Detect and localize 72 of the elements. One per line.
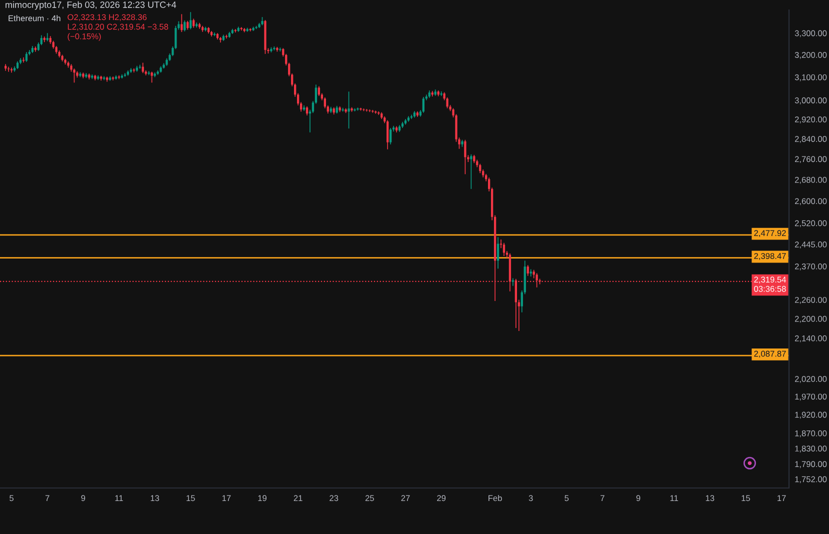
candlestick	[464, 139, 466, 175]
candlestick	[234, 28, 236, 33]
chart-title: Ethereum · 4h	[8, 15, 60, 22]
x-tick-label: 7	[600, 495, 604, 501]
candlestick	[184, 20, 186, 32]
x-tick-label: 5	[10, 495, 14, 502]
y-tick-label: 3,300.00	[794, 30, 827, 38]
x-tick-label: 23	[330, 495, 338, 502]
candlestick	[180, 14, 183, 32]
candlestick	[73, 68, 76, 84]
x-tick-label: 5	[564, 495, 569, 502]
candlestick	[526, 264, 529, 276]
x-tick-label: 3	[528, 495, 533, 502]
x-tick-label: 25	[365, 495, 374, 502]
y-tick-label: 3,100.00	[794, 74, 827, 82]
x-tick-label: 29	[437, 495, 446, 502]
y-tick-label: 2,020.00	[794, 376, 827, 383]
candlestick	[502, 242, 506, 256]
y-tick-label: 2,680.00	[794, 176, 827, 184]
x-tick-label: 17	[778, 495, 786, 501]
candlestick	[150, 71, 153, 84]
candlestick	[190, 12, 192, 30]
x-tick-label: 15	[186, 495, 195, 502]
y-tick-label: 2,370.00	[794, 263, 827, 270]
ref-line-label: 2,319.54 03:36:58	[754, 276, 786, 292]
y-tick-label: 1,830.00	[795, 446, 827, 452]
y-tick-label: 2,600.00	[794, 198, 827, 206]
x-tick-label: 9	[81, 495, 86, 502]
annotation: O2,323.13 H2,328.36 L2,310.20 C2,319.54 −3.58 (−0.15%)	[68, 14, 168, 41]
candlestick	[422, 96, 424, 114]
y-tick-label: 3,000.00	[794, 97, 827, 104]
x-tick-label: 15	[742, 495, 750, 502]
candlestick	[479, 163, 482, 174]
x-tick-label: 7	[45, 495, 50, 501]
y-tick-label: 2,260.00	[794, 296, 827, 304]
y-tick-label: 1,790.00	[795, 461, 827, 468]
y-tick-label: 2,200.00	[794, 316, 827, 323]
candlestick	[386, 120, 389, 150]
candlestick	[306, 106, 308, 116]
x-tick-label: Feb	[488, 494, 502, 502]
x-tick-label: 13	[706, 495, 714, 502]
x-tick-label: 27	[401, 495, 410, 501]
y-tick-label: 1,752.00	[795, 476, 827, 484]
candlestick	[279, 47, 282, 52]
candlestick	[348, 91, 350, 129]
candlestick	[390, 128, 392, 145]
candlestick	[318, 86, 320, 96]
candlestick	[192, 18, 195, 28]
y-tick-label: 3,200.00	[794, 52, 827, 59]
ref-line-label: 2,477.92	[754, 230, 786, 238]
y-tick-label: 1,970.00	[795, 394, 827, 401]
y-tick-label: 2,760.00	[794, 156, 827, 164]
x-tick-label: 17	[222, 495, 231, 501]
x-tick-label: 13	[150, 495, 160, 502]
ref-line-label: 2,398.47	[754, 253, 786, 260]
y-tick-label: 2,520.00	[794, 220, 827, 228]
ref-line-label: 2,087.87	[754, 350, 786, 358]
y-tick-label: 2,840.00	[794, 136, 827, 143]
candlestick	[46, 32, 48, 42]
candlestick	[470, 154, 472, 190]
y-tick-label: 1,920.00	[795, 412, 827, 419]
y-tick-label: 2,920.00	[794, 116, 827, 124]
x-tick-label: 21	[294, 495, 302, 501]
x-tick-label: 11	[115, 495, 123, 501]
x-tick-label: 9	[636, 495, 640, 502]
text: mimocrypto17, Feb 03, 2026 12:23 UTC+4	[6, 1, 176, 10]
y-tick-label: 1,870.00	[795, 430, 827, 438]
x-tick-label: 11	[670, 495, 678, 501]
candlestick	[496, 236, 500, 270]
y-tick-label: 2,140.00	[794, 335, 827, 342]
x-tick-label: 19	[258, 495, 266, 502]
y-tick-label: 2,445.00	[794, 242, 827, 248]
